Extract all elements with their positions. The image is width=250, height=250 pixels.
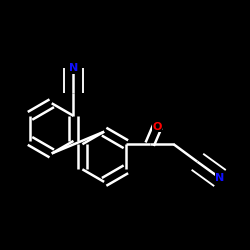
Text: O: O bbox=[152, 122, 162, 132]
Text: N: N bbox=[216, 173, 224, 183]
Text: N: N bbox=[69, 63, 78, 73]
